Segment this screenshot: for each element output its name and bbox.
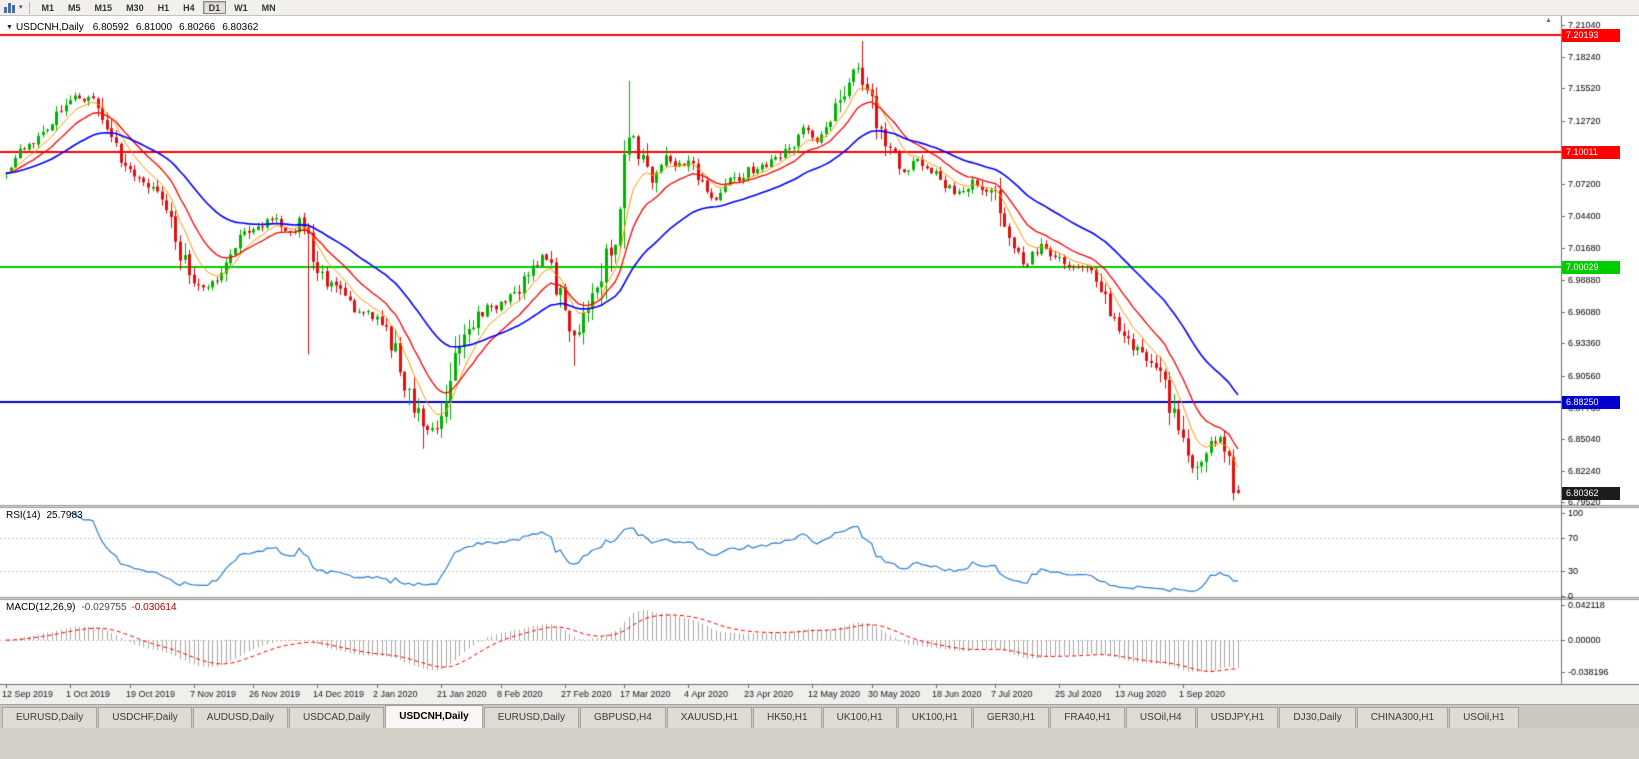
- toolbar-separator: [28, 1, 30, 14]
- chart-tab-1-usdchf-daily[interactable]: USDCHF,Daily: [98, 707, 192, 728]
- window-bottom-edge: [0, 728, 1639, 759]
- hline-price-badge-7.10011[interactable]: 7.10011: [1562, 146, 1620, 159]
- chart-tab-10-uk100-h1[interactable]: UK100,H1: [897, 707, 972, 728]
- rsi-name: RSI(14): [6, 510, 41, 521]
- chart-tab-9-uk100-h1[interactable]: UK100,H1: [822, 707, 897, 728]
- chart-tab-8-hk50-h1[interactable]: HK50,H1: [753, 707, 822, 728]
- chart-tab-6-gbpusd-h4[interactable]: GBPUSD,H4: [579, 707, 666, 728]
- chart-tab-3-usdcad-daily[interactable]: USDCAD,Daily: [289, 707, 385, 728]
- chart-type-icon[interactable]: [4, 2, 18, 13]
- timeframe-button-w1[interactable]: W1: [234, 3, 248, 13]
- scroll-up-icon[interactable]: ▲: [1545, 17, 1552, 24]
- chart-tab-5-eurusd-daily[interactable]: EURUSD,Daily: [483, 707, 579, 728]
- price-chart-canvas[interactable]: [0, 16, 1639, 704]
- rsi-value: 25.7983: [46, 510, 83, 521]
- chart-region: ▼ USDCNH,Daily 6.80592 6.81000 6.80266 6.8036…: [0, 16, 1639, 704]
- chevron-down-icon[interactable]: ▾: [19, 3, 23, 11]
- timeframe-button-mn[interactable]: MN: [261, 3, 276, 13]
- symbol-period-label: USDCNH,Daily: [15, 22, 84, 33]
- macd-main-value: -0.029755: [81, 602, 127, 613]
- chart-tab-4-usdcnh-daily[interactable]: USDCNH,Daily: [385, 705, 483, 728]
- macd-name: MACD(12,26,9): [6, 602, 76, 613]
- hline-price-badge-7.00029[interactable]: 7.00029: [1562, 261, 1620, 274]
- timeframe-toolbar: ▾ M1 M5 M15 M30 H1 H4 D1 W1 MN: [0, 0, 1639, 16]
- timeframe-button-m1[interactable]: M1: [41, 3, 55, 13]
- timeframe-button-d1[interactable]: D1: [202, 1, 227, 14]
- chart-tab-7-xauusd-h1[interactable]: XAUUSD,H1: [666, 707, 753, 728]
- ohlc-close: 6.80362: [222, 22, 259, 33]
- chart-tab-11-ger30-h1[interactable]: GER30,H1: [972, 707, 1050, 728]
- timeframe-button-m30[interactable]: M30: [126, 3, 144, 13]
- chart-tab-12-fra40-h1[interactable]: FRA40,H1: [1050, 707, 1125, 728]
- chart-tab-17-usoil-h1[interactable]: USOil,H1: [1449, 707, 1519, 728]
- symbol-dropdown-icon[interactable]: ▼: [6, 24, 13, 31]
- chart-tab-15-dj30-daily[interactable]: DJ30,Daily: [1279, 707, 1356, 728]
- ohlc-low: 6.80266: [179, 22, 216, 33]
- chart-tabs-bar: EURUSD,Daily USDCHF,Daily AUDUSD,Daily USDC…: [0, 704, 1639, 728]
- timeframe-button-m15[interactable]: M15: [94, 3, 113, 13]
- rsi-indicator-label: RSI(14) 25.7983: [6, 510, 83, 521]
- hline-price-badge-6.88250[interactable]: 6.88250: [1562, 396, 1620, 409]
- timeframe-button-group: M1 M5 M15 M30 H1 H4 D1 W1 MN: [35, 1, 283, 14]
- timeframe-button-m5[interactable]: M5: [68, 3, 81, 13]
- hline-price-badge-7.20193[interactable]: 7.20193: [1562, 29, 1620, 42]
- timeframe-button-h4[interactable]: H4: [183, 3, 195, 13]
- chart-tab-14-usdjpy-h1[interactable]: USDJPY,H1: [1196, 707, 1279, 728]
- timeframe-button-h1[interactable]: H1: [157, 3, 170, 13]
- macd-signal-value: -0.030614: [131, 602, 177, 613]
- chart-tab-16-china300-h1[interactable]: CHINA300,H1: [1356, 707, 1449, 728]
- current-price-badge: 6.80362: [1562, 487, 1620, 500]
- ohlc-high: 6.81000: [135, 22, 173, 33]
- chart-tab-0-eurusd-daily[interactable]: EURUSD,Daily: [2, 707, 98, 728]
- macd-indicator-label: MACD(12,26,9) -0.029755 -0.030614: [6, 602, 177, 613]
- chart-title: ▼ USDCNH,Daily 6.80592 6.81000 6.80266 6.8036…: [6, 22, 265, 33]
- chart-tab-13-usoil-h4[interactable]: USOil,H4: [1125, 707, 1196, 728]
- ohlc-open: 6.80592: [92, 22, 129, 33]
- chart-tab-2-audusd-daily[interactable]: AUDUSD,Daily: [192, 707, 289, 728]
